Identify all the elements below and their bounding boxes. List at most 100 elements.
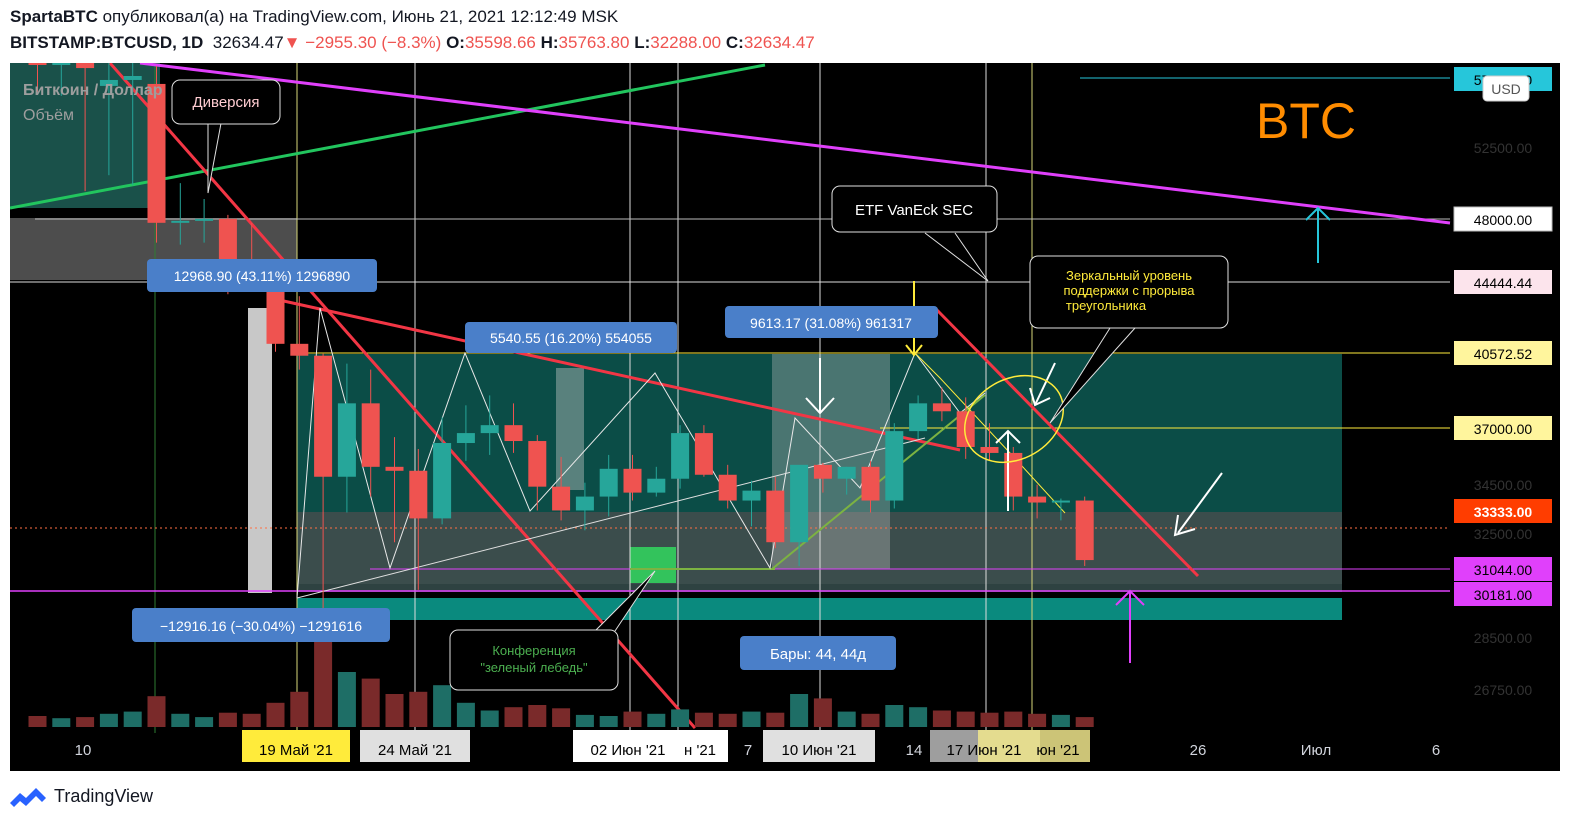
volume-bar xyxy=(575,714,594,727)
price-label-33333: 33333.00 xyxy=(1474,504,1533,520)
volume-bar xyxy=(456,702,475,727)
price-tag-37000 xyxy=(1454,416,1552,440)
price-axis[interactable]: 57000.00 USD 52500.00 48000.00 44444.44 … xyxy=(1453,67,1553,698)
volume-bar xyxy=(480,710,499,727)
trend-lines xyxy=(9,61,1451,729)
candle-body xyxy=(694,433,713,475)
price-tag-33333 xyxy=(1454,499,1552,523)
gray-bar xyxy=(248,308,272,593)
white-diag-arrow-icon xyxy=(1034,362,1056,406)
candle-body xyxy=(504,425,523,442)
tradingview-brand: TradingView xyxy=(54,785,154,806)
time-tag-jun02 xyxy=(573,730,728,762)
time-label-10: 10 xyxy=(75,742,92,759)
time-tag-may19 xyxy=(242,730,350,762)
bars-box xyxy=(740,636,896,670)
measurement-labels: 12968.90 (43.11%) 1296890 5540.55 (16.20… xyxy=(132,259,938,670)
time-label-jun17: 17 Июн '21 xyxy=(947,742,1022,759)
chart-area[interactable]: Диверсия ETF VanEck SEC Зеркальный урове… xyxy=(9,61,1560,771)
volume-bar xyxy=(790,694,809,727)
last-price: 32634.47 xyxy=(212,33,284,52)
candle-body xyxy=(980,446,999,453)
volume-bar xyxy=(671,709,690,727)
magenta-arrowhead-icon xyxy=(1115,589,1145,606)
volume-bar xyxy=(861,713,880,727)
white-up-arrowhead-icon xyxy=(995,429,1021,444)
divergence-text: Диверсия xyxy=(192,94,259,111)
volume-bar xyxy=(718,713,737,727)
callout-divergence: Диверсия xyxy=(171,79,281,125)
red-downtrend-line xyxy=(933,306,1200,578)
candle-body xyxy=(575,496,594,511)
price-chart[interactable]: Диверсия ETF VanEck SEC Зеркальный урове… xyxy=(9,61,1560,771)
triangle-bottom-line xyxy=(296,437,926,599)
volume-bars xyxy=(28,628,1094,727)
volume-bar xyxy=(433,685,452,727)
mirror-pointer xyxy=(1049,327,1136,424)
close-value: 32634.47 xyxy=(743,33,815,52)
low-label: L: xyxy=(634,33,651,52)
price-label-28500: 28500.00 xyxy=(1474,630,1533,646)
high-value: 35763.80 xyxy=(558,33,630,52)
white-diag-head-icon xyxy=(1029,387,1051,407)
candle-body xyxy=(1075,500,1094,561)
measure-1-box xyxy=(147,259,377,292)
price-label-30181: 30181.00 xyxy=(1474,587,1533,603)
volume-bar xyxy=(1028,713,1047,727)
cyan-arrowhead-icon xyxy=(1305,206,1331,221)
callout-etf: ETF VanEck SEC xyxy=(831,185,998,233)
high-label: H: xyxy=(540,33,559,52)
conference-text-2: "зеленый лебедь" xyxy=(480,660,588,675)
red-triangle-top xyxy=(269,296,961,452)
candle-body xyxy=(837,466,856,479)
volume-bar xyxy=(528,705,547,727)
time-label-26: 26 xyxy=(1190,742,1207,759)
low-value: 32288.00 xyxy=(650,33,722,52)
green-uptrend-line xyxy=(9,63,766,210)
conference-pointer xyxy=(594,570,656,632)
price-label-32500: 32500.00 xyxy=(1474,526,1533,542)
price-label-34500: 34500.00 xyxy=(1474,477,1533,493)
volume-bar xyxy=(290,691,309,727)
tradingview-logo[interactable]: TradingView xyxy=(8,785,153,807)
etf-box xyxy=(831,185,998,233)
price-tag-40572 xyxy=(1454,341,1552,365)
etf-text: ETF VanEck SEC xyxy=(855,202,973,219)
open-value: 35598.66 xyxy=(464,33,536,52)
candle-body xyxy=(314,355,333,477)
candle-body xyxy=(932,403,951,412)
candle-body xyxy=(647,478,666,493)
series-legend[interactable]: Биткоин / Доллар xyxy=(23,82,163,99)
volume-bar xyxy=(694,712,713,727)
price-tag-30181 xyxy=(1454,582,1552,606)
yellow-path xyxy=(914,352,1066,514)
candle-body xyxy=(480,425,499,434)
symbol-name: BITSTAMP:BTCUSD, 1D xyxy=(10,33,204,52)
volume-bar xyxy=(885,705,904,727)
candle-body xyxy=(290,343,309,356)
volume-bar xyxy=(956,711,975,727)
currency-badge[interactable] xyxy=(1482,75,1530,102)
candle-body xyxy=(956,411,975,447)
time-label-jun02: 02 Июн '21 xyxy=(591,742,666,759)
tradingview-logo-icon xyxy=(10,788,46,807)
callout-conference: Конференция "зеленый лебедь" xyxy=(449,629,619,691)
candle-body xyxy=(99,79,118,86)
candle-body xyxy=(718,474,737,501)
close-label: C: xyxy=(725,33,744,52)
divergence-box xyxy=(171,79,281,125)
volume-legend[interactable]: Объём xyxy=(23,107,74,124)
author-name[interactable]: SpartaBTC xyxy=(10,7,98,26)
time-label-jul: Июл xyxy=(1301,742,1331,759)
volume-bar xyxy=(742,711,761,727)
volume-bar xyxy=(76,717,95,727)
time-tag-may24 xyxy=(360,730,470,762)
time-axis[interactable]: 10 19 Май '21 24 Май '21 02 Июн '21 н '2… xyxy=(75,730,1441,762)
price-label-48000: 48000.00 xyxy=(1474,212,1533,228)
candle-body xyxy=(28,63,47,65)
candle-body xyxy=(1028,496,1047,503)
mirror-box xyxy=(1029,255,1229,329)
volume-bar xyxy=(837,711,856,727)
callout-mirror: Зеркальный уровень поддержки с прорыва т… xyxy=(1029,255,1229,329)
volume-bar xyxy=(52,718,71,727)
